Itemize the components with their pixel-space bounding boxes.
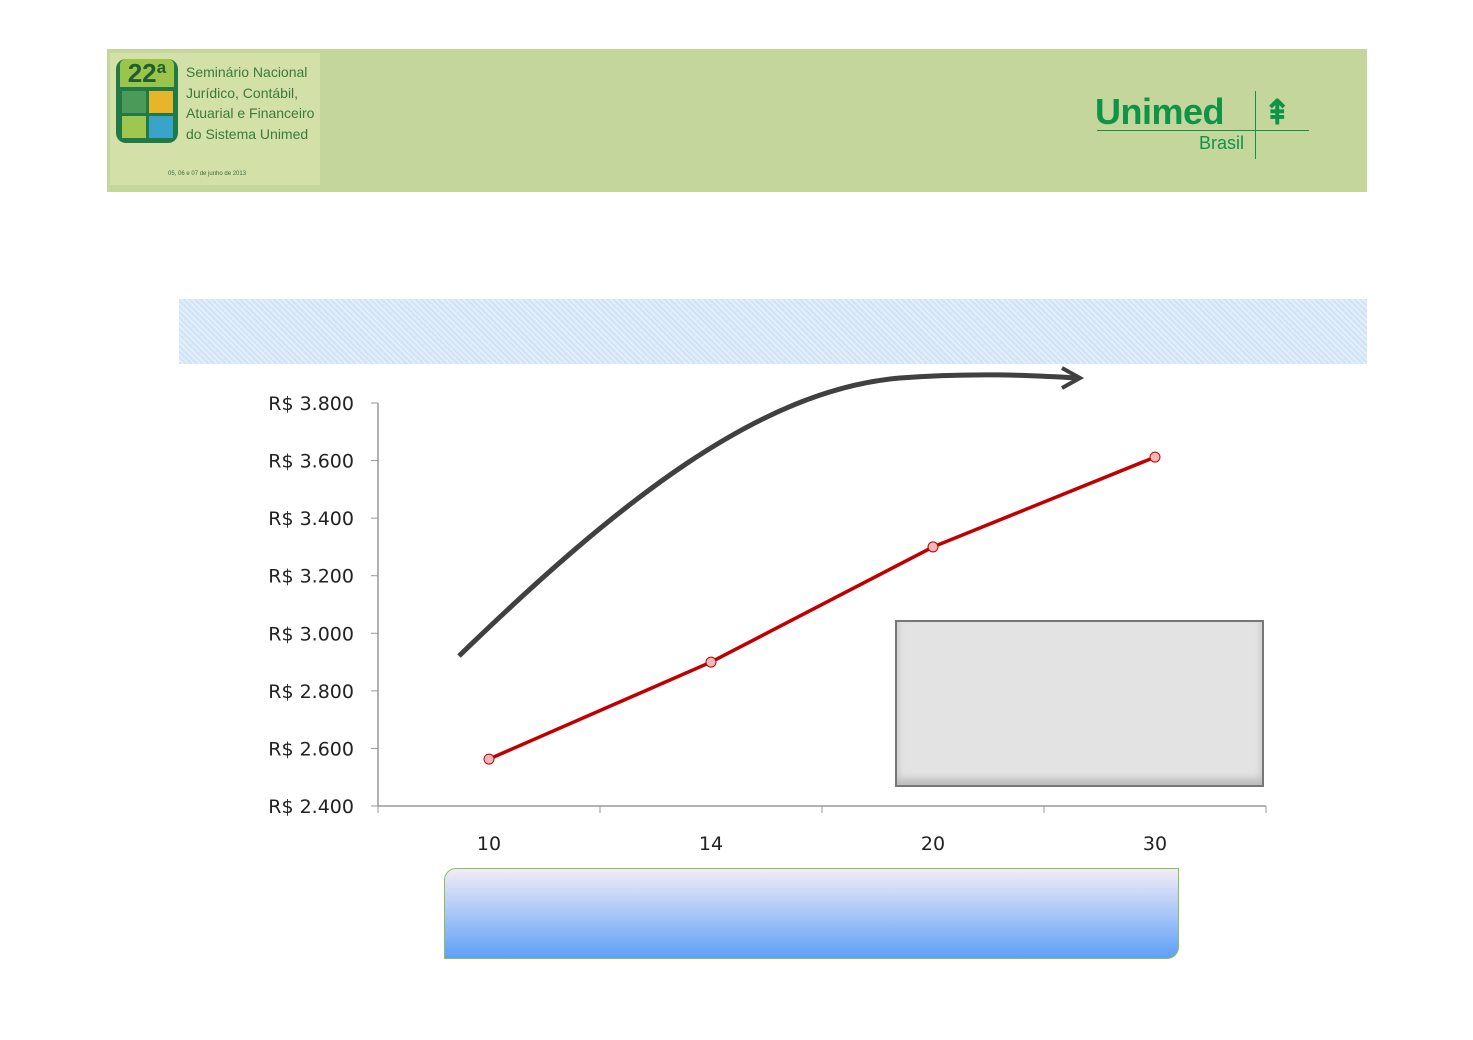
title-band (179, 299, 1367, 364)
brand-subtitle: Brasil (1199, 133, 1245, 153)
y-tick-label: R$ 2.600 (268, 738, 354, 760)
data-point (1149, 451, 1161, 463)
seminar-date: 05, 06 e 07 de junho de 2013 (168, 171, 247, 177)
note-box (895, 620, 1264, 787)
logo-divider (1255, 91, 1256, 159)
title-line: Jurídico, Contábil, (186, 84, 299, 101)
hourglass-icon (122, 116, 146, 138)
unimed-logo-text: Unimed (1095, 91, 1225, 132)
network-icon (149, 116, 173, 138)
scale-icon (122, 91, 146, 113)
y-tick-label: R$ 3.400 (268, 508, 354, 530)
x-tick-label: 20 (921, 833, 945, 855)
x-tick-label: 10 (477, 833, 501, 855)
header-banner: 22ª Seminário Nacional Jurídico, Contábi… (107, 49, 1367, 192)
x-tick-label: 14 (699, 833, 723, 855)
unimed-tree-icon: ⇞ (1263, 94, 1292, 132)
cup-icon (149, 91, 173, 113)
y-tick-label: R$ 2.400 (268, 796, 354, 818)
arrow-head-icon (1061, 366, 1085, 390)
series-line (488, 455, 1156, 761)
logo-rule (1097, 130, 1309, 131)
seminar-logo: 22ª Seminário Nacional Jurídico, Contábi… (110, 53, 320, 185)
seminar-badge: 22ª (116, 59, 178, 143)
y-tick-label: R$ 3.600 (268, 451, 354, 473)
x-tick-label: 30 (1143, 833, 1167, 855)
seminar-title: Seminário Nacional Jurídico, Contábil, A… (186, 62, 314, 144)
title-line: Atuarial e Financeiro (186, 105, 315, 121)
data-point (483, 753, 495, 765)
edition-number: 22ª (120, 59, 174, 87)
data-point (705, 656, 717, 668)
y-tick-label: R$ 3.200 (268, 566, 354, 588)
data-point (927, 541, 939, 553)
title-line: do Sistema Unimed (186, 125, 309, 142)
y-tick-label: R$ 3.800 (268, 393, 354, 415)
y-tick-label: R$ 2.800 (268, 681, 354, 703)
y-tick-label: R$ 3.000 (268, 623, 354, 645)
caption-box (444, 868, 1179, 959)
trend-arrow (457, 372, 1079, 658)
title-line: Seminário Nacional (186, 64, 308, 80)
